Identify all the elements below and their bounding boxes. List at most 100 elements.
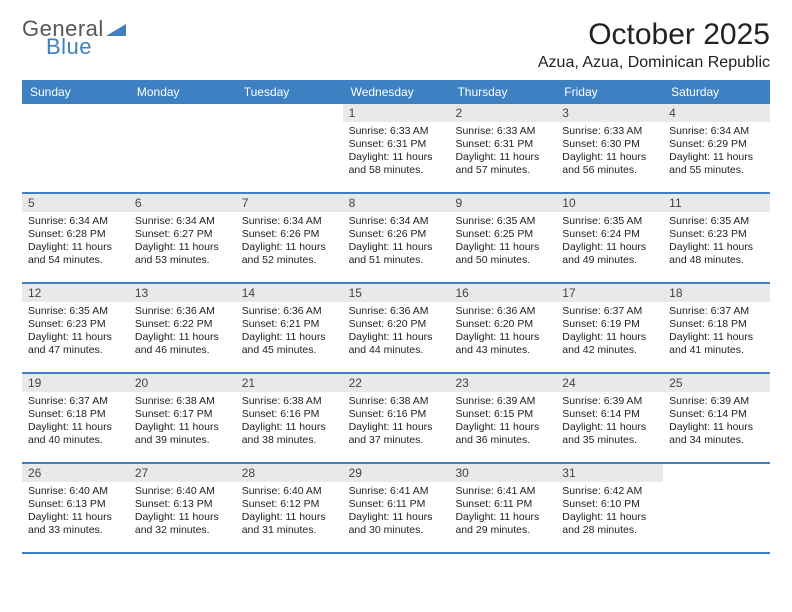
day-detail-line: Sunrise: 6:40 AM [242, 485, 337, 498]
day-number: 19 [22, 374, 129, 392]
day-detail-line: and 43 minutes. [455, 344, 550, 357]
day-detail-line: and 40 minutes. [28, 434, 123, 447]
day-detail-line: Daylight: 11 hours [28, 421, 123, 434]
day-detail-line: Daylight: 11 hours [669, 331, 764, 344]
day-details: Sunrise: 6:34 AMSunset: 6:27 PMDaylight:… [129, 212, 236, 272]
day-number: 4 [663, 104, 770, 122]
day-number: 25 [663, 374, 770, 392]
day-cell: 14Sunrise: 6:36 AMSunset: 6:21 PMDayligh… [236, 284, 343, 372]
day-detail-line: Sunset: 6:11 PM [349, 498, 444, 511]
title-block: October 2025 Azua, Azua, Dominican Repub… [538, 18, 770, 72]
day-detail-line: Sunrise: 6:35 AM [455, 215, 550, 228]
day-detail-line: and 31 minutes. [242, 524, 337, 537]
day-number: 24 [556, 374, 663, 392]
day-detail-line: and 29 minutes. [455, 524, 550, 537]
day-cell: 9Sunrise: 6:35 AMSunset: 6:25 PMDaylight… [449, 194, 556, 282]
day-detail-line: Daylight: 11 hours [242, 241, 337, 254]
day-details: Sunrise: 6:35 AMSunset: 6:23 PMDaylight:… [22, 302, 129, 362]
day-detail-line: and 28 minutes. [562, 524, 657, 537]
day-detail-line: Sunset: 6:29 PM [669, 138, 764, 151]
day-cell: 18Sunrise: 6:37 AMSunset: 6:18 PMDayligh… [663, 284, 770, 372]
day-details: Sunrise: 6:34 AMSunset: 6:26 PMDaylight:… [236, 212, 343, 272]
day-cell: 6Sunrise: 6:34 AMSunset: 6:27 PMDaylight… [129, 194, 236, 282]
day-detail-line: Sunrise: 6:36 AM [242, 305, 337, 318]
day-cell: 17Sunrise: 6:37 AMSunset: 6:19 PMDayligh… [556, 284, 663, 372]
day-cell [129, 104, 236, 192]
day-cell: 20Sunrise: 6:38 AMSunset: 6:17 PMDayligh… [129, 374, 236, 462]
day-cell: 24Sunrise: 6:39 AMSunset: 6:14 PMDayligh… [556, 374, 663, 462]
day-number: 26 [22, 464, 129, 482]
day-number [663, 464, 770, 482]
day-detail-line: Sunset: 6:19 PM [562, 318, 657, 331]
day-details: Sunrise: 6:38 AMSunset: 6:16 PMDaylight:… [236, 392, 343, 452]
day-details: Sunrise: 6:35 AMSunset: 6:24 PMDaylight:… [556, 212, 663, 272]
day-details: Sunrise: 6:39 AMSunset: 6:14 PMDaylight:… [556, 392, 663, 452]
day-number: 23 [449, 374, 556, 392]
day-detail-line: Sunset: 6:14 PM [562, 408, 657, 421]
day-detail-line: Sunrise: 6:39 AM [669, 395, 764, 408]
day-cell: 27Sunrise: 6:40 AMSunset: 6:13 PMDayligh… [129, 464, 236, 552]
day-detail-line: Daylight: 11 hours [562, 331, 657, 344]
day-detail-line: Daylight: 11 hours [349, 241, 444, 254]
day-detail-line: and 55 minutes. [669, 164, 764, 177]
day-detail-line: and 51 minutes. [349, 254, 444, 267]
day-detail-line: and 54 minutes. [28, 254, 123, 267]
day-detail-line: Sunrise: 6:40 AM [28, 485, 123, 498]
day-detail-line: and 45 minutes. [242, 344, 337, 357]
day-detail-line: Daylight: 11 hours [455, 151, 550, 164]
day-detail-line: Sunset: 6:27 PM [135, 228, 230, 241]
day-number: 13 [129, 284, 236, 302]
day-detail-line: Daylight: 11 hours [349, 331, 444, 344]
day-detail-line: Sunrise: 6:34 AM [28, 215, 123, 228]
day-detail-line: Sunrise: 6:35 AM [28, 305, 123, 318]
day-cell: 15Sunrise: 6:36 AMSunset: 6:20 PMDayligh… [343, 284, 450, 372]
day-detail-line: Daylight: 11 hours [135, 331, 230, 344]
day-details: Sunrise: 6:39 AMSunset: 6:15 PMDaylight:… [449, 392, 556, 452]
day-detail-line: Sunset: 6:16 PM [242, 408, 337, 421]
day-detail-line: Daylight: 11 hours [455, 511, 550, 524]
day-detail-line: Sunset: 6:10 PM [562, 498, 657, 511]
day-cell: 22Sunrise: 6:38 AMSunset: 6:16 PMDayligh… [343, 374, 450, 462]
day-detail-line: and 58 minutes. [349, 164, 444, 177]
day-detail-line: Daylight: 11 hours [455, 241, 550, 254]
day-detail-line: Sunset: 6:22 PM [135, 318, 230, 331]
day-detail-line: and 46 minutes. [135, 344, 230, 357]
day-detail-line: Sunset: 6:20 PM [349, 318, 444, 331]
day-cell [236, 104, 343, 192]
week-row: 26Sunrise: 6:40 AMSunset: 6:13 PMDayligh… [22, 464, 770, 554]
day-detail-line: and 44 minutes. [349, 344, 444, 357]
day-detail-line: Sunrise: 6:41 AM [349, 485, 444, 498]
day-number [129, 104, 236, 122]
day-detail-line: Daylight: 11 hours [349, 421, 444, 434]
day-detail-line: Daylight: 11 hours [562, 511, 657, 524]
day-detail-line: Sunrise: 6:33 AM [562, 125, 657, 138]
day-number: 15 [343, 284, 450, 302]
day-details: Sunrise: 6:33 AMSunset: 6:30 PMDaylight:… [556, 122, 663, 182]
day-cell: 8Sunrise: 6:34 AMSunset: 6:26 PMDaylight… [343, 194, 450, 282]
day-details: Sunrise: 6:41 AMSunset: 6:11 PMDaylight:… [343, 482, 450, 542]
day-number: 14 [236, 284, 343, 302]
day-cell [22, 104, 129, 192]
dayheader-row: Sunday Monday Tuesday Wednesday Thursday… [22, 80, 770, 104]
day-detail-line: Daylight: 11 hours [562, 241, 657, 254]
day-details [236, 122, 343, 129]
day-number: 3 [556, 104, 663, 122]
day-detail-line: Sunset: 6:11 PM [455, 498, 550, 511]
day-details [129, 122, 236, 129]
day-detail-line: Sunset: 6:15 PM [455, 408, 550, 421]
day-detail-line: Sunrise: 6:35 AM [669, 215, 764, 228]
dayheader-cell: Tuesday [236, 80, 343, 104]
day-detail-line: Daylight: 11 hours [669, 421, 764, 434]
day-detail-line: Sunrise: 6:36 AM [135, 305, 230, 318]
day-detail-line: Sunrise: 6:40 AM [135, 485, 230, 498]
day-detail-line: Sunrise: 6:42 AM [562, 485, 657, 498]
day-detail-line: and 30 minutes. [349, 524, 444, 537]
day-detail-line: and 57 minutes. [455, 164, 550, 177]
day-detail-line: Daylight: 11 hours [562, 151, 657, 164]
day-cell: 2Sunrise: 6:33 AMSunset: 6:31 PMDaylight… [449, 104, 556, 192]
day-cell: 13 Sunrise: 6:36 AMSunset: 6:22 PMDayligh… [129, 284, 236, 372]
dayheader-cell: Thursday [449, 80, 556, 104]
day-detail-line: Daylight: 11 hours [455, 331, 550, 344]
day-details: Sunrise: 6:37 AMSunset: 6:18 PMDaylight:… [663, 302, 770, 362]
week-row: 12Sunrise: 6:35 AMSunset: 6:23 PMDayligh… [22, 284, 770, 374]
